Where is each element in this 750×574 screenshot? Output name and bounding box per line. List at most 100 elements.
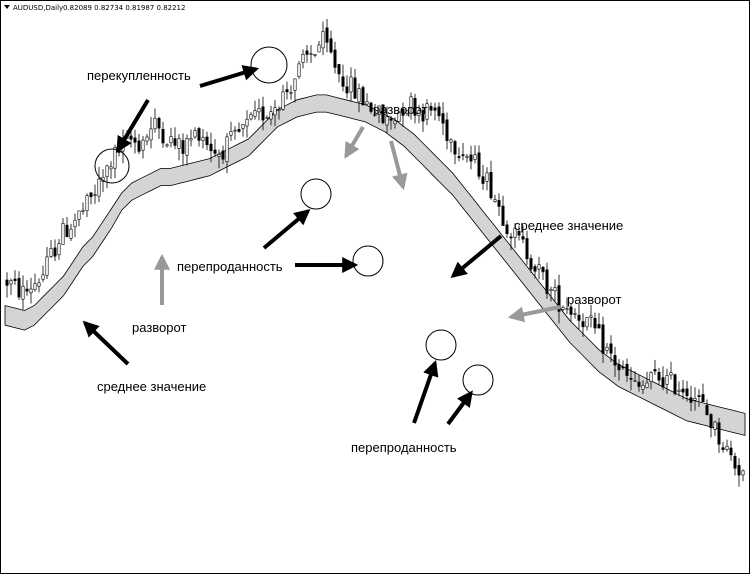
triangle-down-icon[interactable] — [4, 5, 10, 9]
candle-body-bull — [185, 138, 189, 156]
candle-body-bear — [261, 106, 265, 121]
candle — [73, 213, 77, 238]
candle-body-bull — [713, 421, 717, 430]
candle-body-bull — [693, 398, 697, 401]
candle — [685, 381, 689, 402]
candle-body-bear — [477, 152, 481, 177]
candle-body-bear — [525, 238, 529, 260]
candle-body-bear — [613, 355, 617, 366]
candle — [729, 440, 733, 461]
arrow-reversal-3 — [389, 140, 408, 191]
candle — [41, 265, 45, 283]
candle-body-bear — [361, 87, 365, 106]
candle — [241, 124, 245, 137]
candle — [357, 83, 361, 113]
candle-body-bear — [25, 288, 29, 292]
candle — [85, 193, 89, 217]
candle-body-bull — [45, 256, 49, 276]
candle-body-bull — [105, 165, 109, 178]
candle-body-bull — [69, 228, 73, 239]
candle — [545, 262, 549, 299]
candle — [489, 160, 493, 200]
candle-body-bear — [421, 110, 425, 122]
candle-body-bull — [81, 210, 85, 212]
candle-body-bull — [257, 108, 261, 113]
candle — [569, 303, 573, 323]
ohlc-readout: 0.82089 0.82734 0.81987 0.82212 — [63, 4, 185, 12]
candle-body-bull — [725, 445, 729, 450]
candle — [45, 246, 49, 279]
candle — [317, 41, 321, 53]
candle-body-bear — [617, 363, 621, 371]
candle-body-bull — [485, 172, 489, 182]
candle-body-bull — [265, 117, 269, 119]
label-reversal-3: разворот — [567, 292, 621, 307]
candle-body-bull — [349, 76, 353, 93]
candle — [617, 359, 621, 381]
candle — [193, 127, 197, 139]
candle — [425, 99, 429, 126]
candle-body-bear — [453, 141, 457, 155]
candle — [173, 127, 177, 150]
arrow-oversold-3 — [412, 359, 439, 424]
candle-body-bear — [461, 154, 465, 156]
candle-body-bear — [441, 113, 445, 124]
candle-body-bear — [469, 154, 473, 162]
candle — [645, 371, 649, 389]
candle — [133, 129, 137, 154]
candle — [69, 223, 73, 241]
candle — [457, 147, 461, 162]
candle-body-bull — [85, 195, 89, 211]
candle-body-bear — [437, 106, 441, 117]
candle-body-bull — [225, 136, 229, 163]
candle — [309, 45, 313, 63]
candle — [641, 380, 645, 394]
candle — [29, 277, 33, 304]
candle — [37, 278, 41, 293]
candle — [149, 117, 153, 149]
candle — [433, 102, 437, 121]
candle-body-bear — [205, 136, 209, 145]
candle-body-bear — [729, 447, 733, 456]
candle-body-bear — [325, 27, 329, 43]
candle — [153, 108, 157, 133]
candle — [629, 367, 633, 391]
candle-body-bull — [513, 227, 517, 238]
candle-body-bull — [297, 63, 301, 78]
candle — [13, 270, 17, 285]
candle-body-bull — [61, 223, 65, 245]
candle — [717, 418, 721, 453]
candle-body-bull — [113, 147, 117, 169]
candle-body-bear — [721, 447, 725, 450]
candle — [561, 305, 565, 312]
candle — [217, 149, 221, 169]
candle-body-bull — [573, 313, 577, 315]
candle-body-bear — [701, 394, 705, 402]
candle — [313, 54, 317, 58]
candle — [365, 93, 369, 106]
candle — [493, 194, 497, 203]
candle — [77, 210, 81, 227]
label-average-1: среднее значение — [97, 379, 206, 394]
candle — [377, 105, 381, 124]
candle — [485, 167, 489, 191]
candle — [469, 145, 473, 170]
candle — [701, 383, 705, 402]
candle — [225, 133, 229, 174]
candle — [329, 30, 333, 54]
candle — [381, 104, 385, 125]
candle-body-bear — [89, 192, 93, 197]
candle — [693, 387, 697, 411]
candle — [105, 164, 109, 189]
candle — [165, 143, 169, 148]
candle — [737, 458, 741, 487]
candle — [593, 312, 597, 334]
candle — [257, 98, 261, 121]
candle — [209, 132, 213, 163]
candle-body-bear — [601, 324, 605, 354]
label-reversal-1: разворот — [373, 102, 427, 117]
candle — [473, 145, 477, 164]
candle — [477, 145, 481, 180]
candle-body-bear — [597, 324, 601, 329]
